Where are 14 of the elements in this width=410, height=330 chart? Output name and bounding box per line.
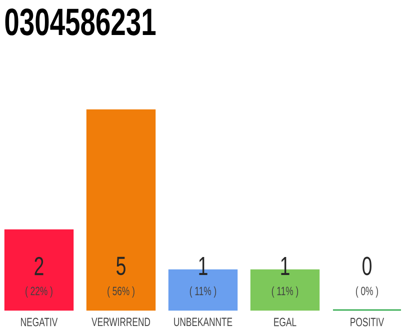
chart-title: 0304586231 <box>5 8 156 36</box>
annotation: ( 11% ) <box>190 286 216 298</box>
annotation: ( 56% ) <box>108 286 134 298</box>
data-label: 2 <box>34 257 44 276</box>
x-tick-label: POSITIV <box>350 318 384 326</box>
x-tick-label: UNBEKANNTE <box>174 318 232 326</box>
x-tick-label: EGAL <box>274 318 296 326</box>
x-tick-label: VERWIRREND <box>92 318 150 326</box>
annotation: ( 11% ) <box>272 286 298 298</box>
data-label: 5 <box>116 257 126 276</box>
annotation: ( 0% ) <box>356 286 378 298</box>
annotation: ( 22% ) <box>26 286 52 298</box>
data-label: 0 <box>362 256 372 276</box>
x-tick-label: NEGATIV <box>21 318 58 326</box>
